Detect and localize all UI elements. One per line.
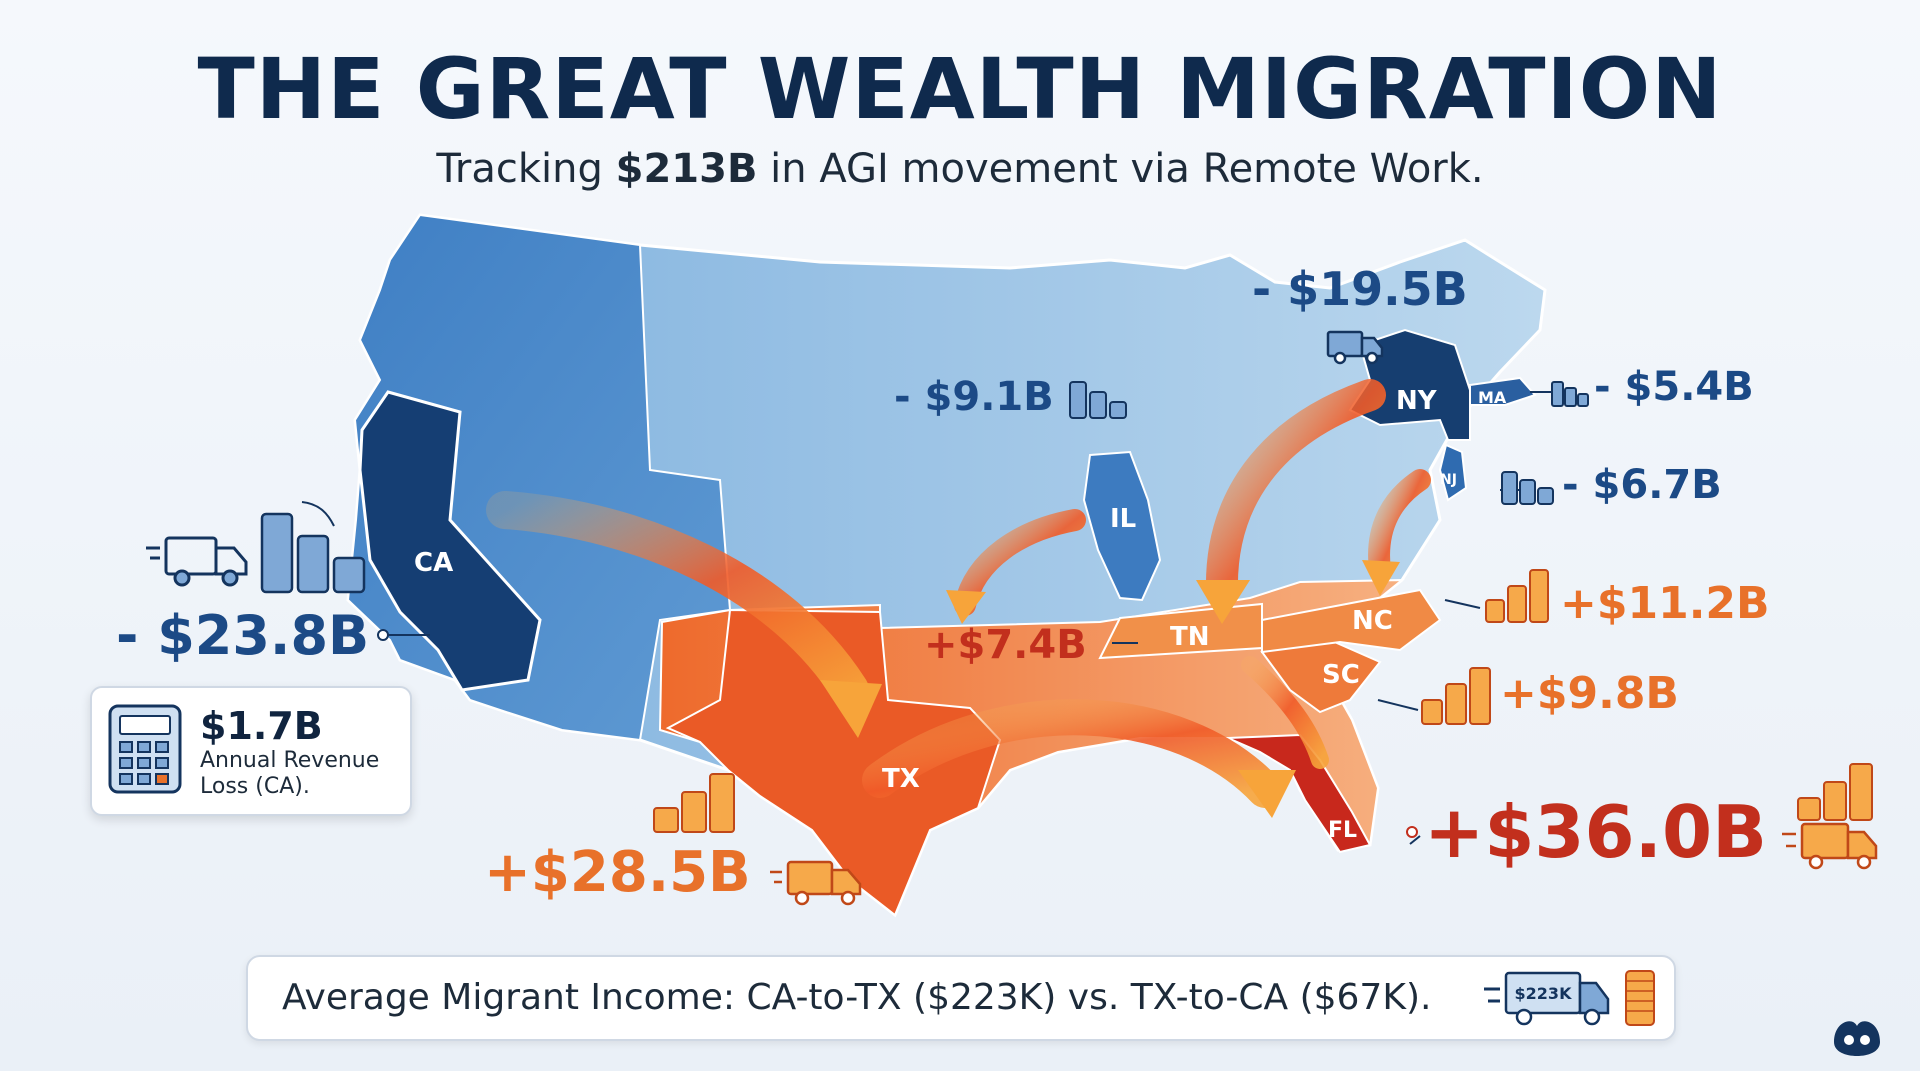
truck-icon — [770, 860, 862, 906]
arrow-il-tn — [954, 509, 1086, 616]
arrow-nj-nc — [1368, 469, 1431, 581]
truck-label: $223K — [1515, 984, 1573, 1003]
state-nj — [1438, 443, 1468, 502]
state-label-ny: NY — [1396, 386, 1437, 416]
coin-stack-icon — [1797, 763, 1873, 821]
flow-nj: - $6.7B — [1562, 462, 1722, 508]
state-label-fl: FL — [1328, 818, 1358, 843]
truck-icon — [1326, 330, 1384, 365]
coin-stack-icon — [1501, 471, 1554, 505]
flow-nc: +$11.2B — [1560, 578, 1770, 629]
revenue-loss-card: $1.7B Annual Revenue Loss (CA). — [90, 686, 412, 816]
coin-stack-icon — [1551, 381, 1589, 407]
coin-stack-icon — [1421, 667, 1491, 725]
page-title: THE GREAT WEALTH MIGRATION — [197, 40, 1723, 138]
logo-icon — [1834, 1021, 1880, 1056]
state-label-nj: NJ — [1440, 472, 1457, 488]
coin-stack-icon — [1625, 970, 1655, 1026]
state-il — [1082, 450, 1162, 602]
state-label-tx: TX — [882, 764, 920, 794]
state-label-ca: CA — [414, 548, 454, 578]
coin-stack-icon — [653, 773, 735, 833]
subtitle-suffix: in AGI movement via Remote Work. — [757, 146, 1484, 192]
state-label-sc: SC — [1322, 660, 1360, 690]
revenue-loss-description: Annual Revenue Loss (CA). — [200, 748, 380, 799]
arrow-tx-fl — [862, 699, 1283, 808]
state-label-nc: NC — [1352, 606, 1393, 636]
arrow-tn-fl — [1241, 656, 1329, 769]
arrow-heads — [820, 560, 1400, 818]
coin-stack-icon — [260, 501, 366, 594]
coin-stack-icon — [1485, 569, 1549, 623]
flow-ma: - $5.4B — [1594, 364, 1754, 410]
state-label-tn: TN — [1170, 622, 1210, 652]
truck-icon — [1782, 822, 1878, 870]
page-subtitle: Tracking $213B in AGI movement via Remot… — [0, 146, 1920, 192]
subtitle-highlight: $213B — [615, 146, 758, 192]
arrow-ca-tx — [486, 491, 869, 709]
footer-text: Average Migrant Income: CA-to-TX ($223K)… — [282, 977, 1432, 1018]
truck-icon: $223K — [1484, 971, 1610, 1026]
flow-fl: +$36.0B — [1424, 790, 1767, 874]
revenue-loss-value: $1.7B — [200, 704, 323, 748]
state-ma — [1469, 376, 1537, 406]
flow-sc: +$9.8B — [1500, 668, 1679, 719]
flow-tn: +$7.4B — [924, 622, 1087, 668]
flow-ny: - $19.5B — [1252, 262, 1468, 316]
coin-stack-icon — [1069, 381, 1127, 419]
arrow-ny-tn — [1205, 379, 1386, 606]
state-tx — [665, 608, 1002, 917]
state-label-il: IL — [1110, 504, 1137, 534]
flow-il: - $9.1B — [894, 374, 1054, 420]
state-ca — [358, 390, 542, 692]
subtitle-prefix: Tracking — [436, 146, 616, 192]
migration-arrows — [486, 379, 1431, 808]
calculator-icon — [108, 704, 182, 794]
footer-banner: Average Migrant Income: CA-to-TX ($223K)… — [246, 955, 1676, 1041]
flow-tx: +$28.5B — [484, 840, 751, 905]
state-nc — [1261, 588, 1442, 654]
state-label-ma: MA — [1478, 388, 1507, 407]
flow-ca: - $23.8B — [116, 604, 370, 667]
truck-icon — [146, 536, 248, 587]
